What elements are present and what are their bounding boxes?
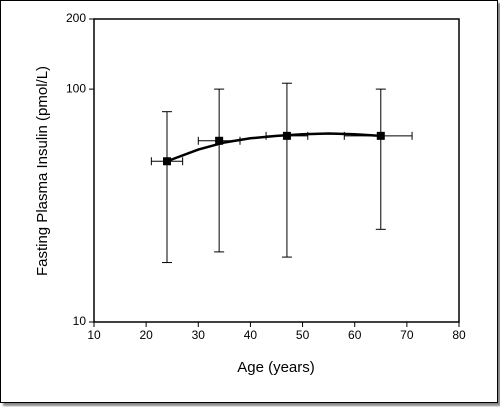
x-tick-label: 20 [139, 328, 153, 342]
x-tick-label: 40 [244, 328, 258, 342]
x-tick-label: 50 [296, 328, 310, 342]
data-point [163, 157, 171, 166]
x-axis-label: Age (years) [237, 359, 315, 376]
x-tick-label: 80 [452, 328, 466, 342]
y-tick-label: 100 [66, 81, 86, 95]
data-point [376, 131, 385, 140]
data-point [282, 131, 291, 140]
x-tick-label: 30 [192, 328, 206, 342]
y-tick-label: 10 [73, 314, 87, 328]
y-axis-label: Fasting Plasma Insulin (pmol/L) [34, 66, 51, 276]
data-point [215, 136, 224, 145]
chart: Age (years) Fasting Plasma Insulin (pmol… [34, 11, 466, 376]
x-tick-label: 10 [87, 328, 101, 342]
fit-curve [166, 132, 381, 163]
x-tick-label: 70 [400, 328, 414, 342]
x-tick-label: 60 [348, 328, 362, 342]
y-tick-label: 200 [66, 11, 86, 25]
plot-frame [93, 18, 460, 323]
